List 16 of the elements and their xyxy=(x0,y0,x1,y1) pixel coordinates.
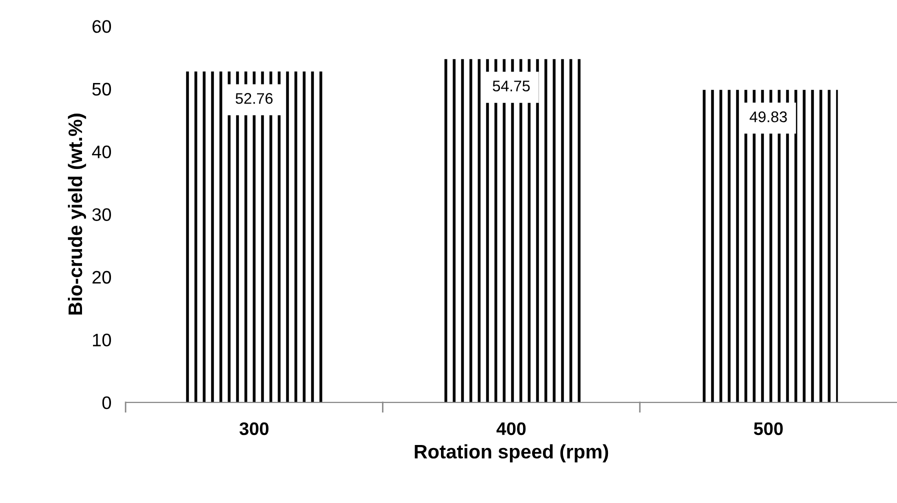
y-tick-label: 30 xyxy=(92,208,111,221)
y-tick-label: 0 xyxy=(102,396,111,410)
data-label: 54.75 xyxy=(492,80,530,92)
x-tick-label: 500 xyxy=(754,422,783,436)
y-tick-label: 10 xyxy=(92,334,111,346)
y-tick-label: 40 xyxy=(92,146,111,158)
y-axis-title: Bio-crude yield (wt.%) xyxy=(68,114,86,315)
y-tick-label: 50 xyxy=(92,82,111,96)
x-axis-title: Rotation speed (rpm) xyxy=(414,444,608,462)
data-label: 52.76 xyxy=(236,93,273,104)
y-tick-label: 20 xyxy=(92,270,111,284)
x-tick-label: 400 xyxy=(496,422,526,436)
x-tick-label: 300 xyxy=(240,422,268,436)
y-tick-label: 60 xyxy=(92,20,111,33)
data-label: 49.83 xyxy=(750,111,787,122)
bar xyxy=(184,72,324,402)
